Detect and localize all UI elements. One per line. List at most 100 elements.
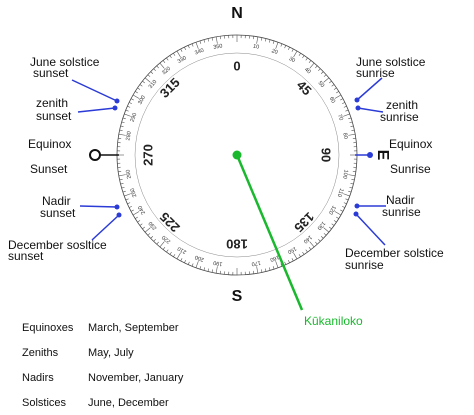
compass-tick [302, 251, 305, 255]
site-label: Kūkaniloko [304, 314, 363, 328]
compass-tick [336, 91, 339, 94]
dot [114, 98, 120, 104]
compass-tick [119, 129, 123, 131]
ring-label: 200 [194, 254, 205, 263]
ring-label: 210 [177, 245, 188, 255]
compass-tick [343, 193, 350, 197]
compass-tick [184, 260, 186, 263]
compass-tick [132, 94, 140, 99]
compass-tick [142, 226, 145, 230]
ring-label: 220 [161, 234, 172, 245]
compass-tick [130, 209, 134, 212]
compass-tick [150, 236, 154, 239]
compass-tick [139, 223, 143, 226]
major-label: 90 [319, 148, 334, 162]
compass-tick [159, 62, 165, 69]
compass-tick [320, 71, 324, 74]
ring-label: 170 [251, 259, 261, 267]
major-label: 315 [157, 75, 183, 101]
compass-tick [129, 206, 132, 208]
compass-tick [298, 53, 301, 56]
compass-tick [334, 211, 342, 216]
compass-tick [130, 98, 134, 101]
label: June solstice [30, 55, 100, 69]
compass-tick [350, 125, 354, 127]
compass-tick [159, 241, 165, 248]
compass-tick [288, 260, 290, 263]
compass-tick [184, 47, 186, 50]
compass-tick [135, 91, 138, 94]
compass-tick [345, 109, 349, 112]
dot [354, 97, 360, 103]
major-label: 0 [233, 58, 240, 73]
compass-tick [153, 238, 156, 242]
major-label: 270 [140, 144, 155, 166]
compass-tick [318, 238, 321, 242]
compass-tick [191, 263, 194, 267]
compass-tick [265, 268, 267, 272]
compass-tick [350, 183, 354, 185]
compass-tick [261, 269, 263, 273]
east-label: E [374, 150, 391, 161]
major-label: 225 [157, 209, 183, 235]
compass-tick [144, 227, 151, 233]
compass-tick [351, 179, 355, 181]
dot [112, 105, 118, 111]
compass-tick [272, 266, 275, 270]
compass-tick [127, 202, 131, 205]
compass-tick [215, 36, 218, 44]
label: sunrise [345, 258, 384, 272]
compass-tick [127, 105, 131, 108]
compass-tick [309, 62, 315, 69]
compass-tick [215, 266, 218, 274]
compass-tick [348, 133, 356, 136]
legend-key: Equinoxes [22, 322, 74, 334]
compass-tick [272, 40, 275, 44]
compass-tick [124, 113, 131, 117]
site-dot [232, 150, 242, 160]
compass-tick [147, 233, 151, 236]
compass-tick [120, 183, 124, 185]
compass-tick [349, 186, 353, 189]
compass-tick [125, 198, 129, 201]
compass-tick [153, 68, 156, 72]
ring-label: 80 [341, 132, 348, 139]
major-label: 45 [294, 77, 315, 98]
compass-tick [305, 249, 308, 253]
compass-tick [320, 236, 324, 239]
ring-label: 260 [125, 169, 133, 179]
ring-label: 100 [341, 169, 349, 179]
compass-tick [351, 129, 355, 131]
ring-label: 120 [327, 204, 337, 215]
label: December sosltice [8, 238, 107, 252]
compass-tick [162, 60, 166, 63]
ring-label: 290 [130, 112, 139, 123]
compass-tick [195, 42, 199, 49]
legend-key: Solstices [22, 397, 67, 409]
compass-tick [137, 87, 141, 90]
compass-tick [340, 209, 344, 212]
compass-tick [173, 254, 176, 257]
site-line [235, 154, 304, 311]
label: sunrise [382, 205, 421, 219]
compass-tick [323, 227, 330, 233]
compass-tick [329, 80, 332, 84]
compass-tick [180, 258, 183, 262]
compass-tick [199, 40, 202, 44]
compass-tick [142, 80, 145, 84]
compass-tick [288, 47, 290, 50]
label: sunrise [380, 110, 419, 124]
compass-tick [156, 65, 159, 69]
compass-tick [315, 65, 318, 69]
compass-tick [261, 37, 263, 41]
compass-tick [308, 247, 312, 250]
compass-tick [323, 74, 327, 77]
legend-value: March, September [88, 322, 179, 334]
compass-tick [187, 261, 190, 265]
ring-label: 250 [130, 187, 139, 198]
ring-label: 110 [336, 187, 345, 197]
dot [355, 105, 361, 111]
ring-label: 310 [148, 79, 159, 90]
compass-tick [342, 206, 345, 208]
compass-tick [118, 174, 126, 177]
